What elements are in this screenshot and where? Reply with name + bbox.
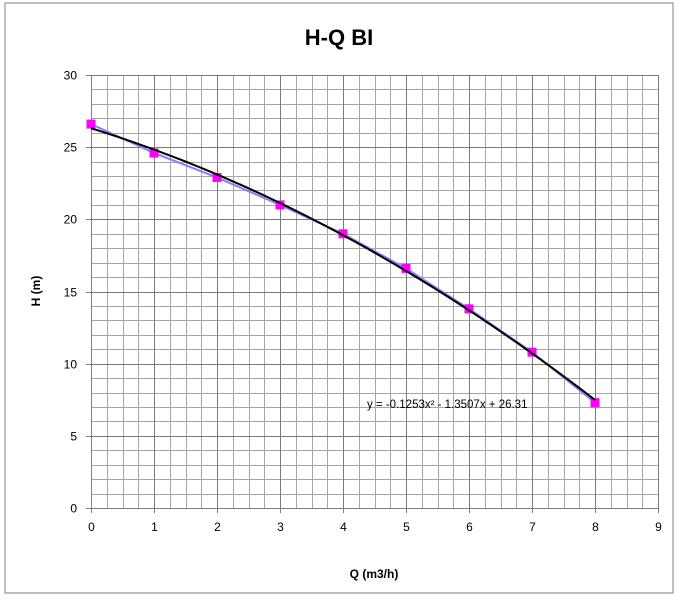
x-tick-label: 4 bbox=[340, 520, 347, 534]
chart-title: H-Q BI bbox=[305, 25, 373, 50]
y-tick-label: 15 bbox=[64, 286, 78, 300]
trendline-path bbox=[90, 127, 596, 401]
y-tick-labels: 0 5 10 15 20 25 30 bbox=[64, 69, 78, 516]
x-tick-label: 8 bbox=[592, 520, 599, 534]
x-tick-label: 0 bbox=[88, 520, 95, 534]
y-tick-label: 10 bbox=[64, 358, 78, 372]
y-tick-label: 30 bbox=[64, 69, 78, 83]
x-tick-labels: 0 1 2 3 4 5 6 7 8 9 bbox=[88, 520, 662, 534]
x-tick-label: 6 bbox=[466, 520, 473, 534]
x-tick-label: 7 bbox=[529, 520, 536, 534]
y-tick-label: 5 bbox=[70, 430, 77, 444]
axes bbox=[86, 75, 659, 513]
y-tick-label: 0 bbox=[70, 502, 77, 516]
trendline-equation: y = -0.1253x² - 1.3507x + 26.31 bbox=[367, 399, 527, 411]
x-axis-label: Q (m3/h) bbox=[350, 567, 399, 581]
data-point-marker bbox=[401, 263, 411, 273]
x-tick-label: 2 bbox=[214, 520, 221, 534]
x-tick-label: 5 bbox=[403, 520, 410, 534]
plot-area bbox=[91, 75, 658, 508]
y-tick-label: 20 bbox=[64, 213, 78, 227]
trendline-group bbox=[90, 127, 596, 401]
data-point-marker bbox=[275, 200, 285, 210]
x-tick-label: 3 bbox=[277, 520, 284, 534]
x-tick-label: 9 bbox=[655, 520, 662, 534]
data-point-marker bbox=[149, 148, 159, 158]
data-point-marker bbox=[590, 398, 600, 408]
data-point-marker bbox=[464, 304, 474, 314]
y-tick-label: 25 bbox=[64, 141, 78, 155]
y-axis-label: H (m) bbox=[29, 276, 43, 307]
x-tick-label: 1 bbox=[151, 520, 158, 534]
data-point-marker bbox=[212, 172, 222, 182]
data-point-marker bbox=[86, 119, 96, 129]
data-point-marker bbox=[338, 229, 348, 239]
